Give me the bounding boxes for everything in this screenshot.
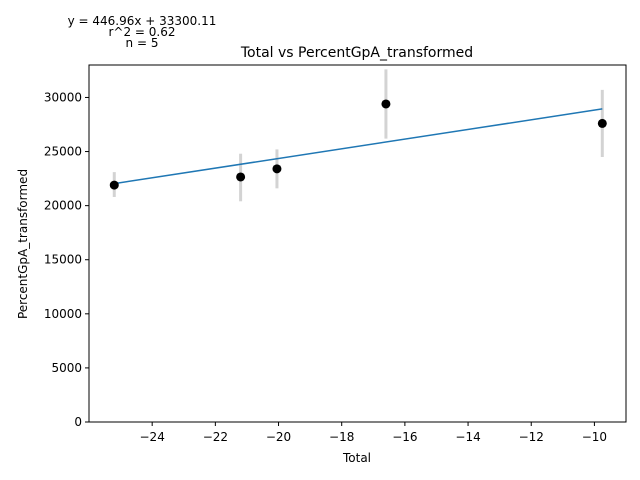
x-tick-label: −10 xyxy=(582,430,607,444)
y-tick-label: 25000 xyxy=(44,145,82,159)
y-tick-label: 0 xyxy=(74,415,82,429)
data-point xyxy=(381,99,391,109)
x-tick-label: −14 xyxy=(455,430,480,444)
plot-area xyxy=(109,69,607,202)
chart-title: Total vs PercentGpA_transformed xyxy=(240,45,473,61)
fit-line xyxy=(114,108,603,185)
data-point xyxy=(109,180,119,190)
x-tick-label: −12 xyxy=(519,430,544,444)
x-tick-label: −24 xyxy=(140,430,165,444)
y-axis-label: PercentGpA_transformed xyxy=(16,169,30,319)
equation-annotation: y = 446.96x + 33300.11 xyxy=(68,14,217,28)
data-point xyxy=(272,164,282,174)
data-point xyxy=(236,172,246,182)
y-tick-label: 10000 xyxy=(44,307,82,321)
annotations: y = 446.96x + 33300.11 r^2 = 0.62 n = 5 xyxy=(68,14,217,50)
data-point xyxy=(597,118,607,128)
x-axis-label: Total xyxy=(342,451,371,465)
y-axis: 0 5000 10000 15000 20000 25000 30000 xyxy=(44,90,89,429)
x-tick-label: −22 xyxy=(203,430,228,444)
r-squared-annotation: r^2 = 0.62 xyxy=(108,25,175,39)
x-tick-label: −20 xyxy=(266,430,291,444)
x-axis: −24 −22 −20 −18 −16 −14 −12 −10 xyxy=(140,422,607,444)
axes-frame xyxy=(88,64,627,423)
y-tick-label: 30000 xyxy=(44,90,82,104)
y-tick-label: 20000 xyxy=(44,199,82,213)
y-tick-label: 15000 xyxy=(44,253,82,267)
x-tick-label: −16 xyxy=(392,430,417,444)
y-tick-label: 5000 xyxy=(51,361,82,375)
n-annotation: n = 5 xyxy=(126,36,159,50)
x-tick-label: −18 xyxy=(329,430,354,444)
